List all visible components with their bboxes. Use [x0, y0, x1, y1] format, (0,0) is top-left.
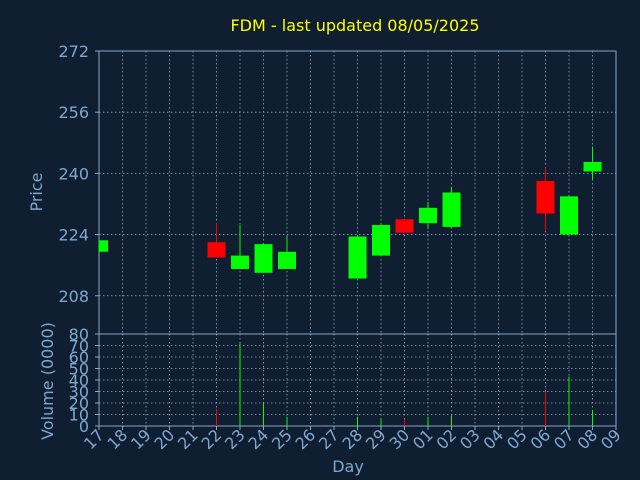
- volume-tick-label: 10: [69, 406, 89, 425]
- candle-body: [419, 207, 437, 224]
- price-panel: 208 224 240 256 272: [58, 42, 617, 335]
- volume-tick-label: 30: [69, 383, 89, 402]
- candle-07: [560, 196, 578, 235]
- volume-tick-label: 40: [69, 371, 89, 390]
- volume-tick-label: 20: [69, 394, 89, 413]
- candle-body: [395, 219, 414, 233]
- volume-axis-label: Volume (0000): [38, 322, 57, 440]
- candle-30: [395, 219, 414, 233]
- volume-tick-label: 50: [69, 360, 89, 379]
- candle-body: [207, 242, 226, 258]
- candle-body: [99, 240, 108, 252]
- candle-08: [583, 146, 602, 180]
- price-tick-label: 256: [58, 103, 89, 122]
- candle-06: [536, 167, 555, 231]
- candle-02: [442, 186, 461, 227]
- chart-title: FDM - last updated 08/05/2025: [230, 16, 479, 35]
- candle-body: [372, 225, 390, 256]
- price-tick-label: 208: [58, 287, 89, 306]
- candle-28: [348, 236, 367, 279]
- candle-17: [98, 240, 108, 252]
- volume-frame: [98, 333, 617, 427]
- candle-body: [231, 255, 249, 269]
- x-axis: 1718192021222324252627282930010203040506…: [80, 425, 625, 453]
- candle-body: [583, 161, 602, 172]
- price-tick-label: 272: [58, 42, 89, 61]
- candle-body: [536, 181, 555, 214]
- candle-body: [278, 251, 296, 269]
- candle-body: [560, 196, 578, 235]
- candle-body: [442, 192, 461, 227]
- candle-22: [207, 223, 226, 258]
- candle-01: [419, 202, 437, 229]
- candle-23: [231, 225, 249, 269]
- candle-24: [254, 244, 273, 273]
- volume-tick-label: 70: [69, 337, 89, 356]
- volume-tick-label: 60: [69, 348, 89, 367]
- price-axis-label: Price: [27, 172, 46, 211]
- volume-tick-label: 0: [79, 417, 89, 436]
- candle-29: [372, 223, 390, 256]
- x-axis-label: Day: [332, 457, 364, 476]
- candle-body: [348, 236, 367, 279]
- x-tick-label: 09: [597, 425, 625, 453]
- candle-body: [254, 244, 273, 273]
- price-tick-label: 224: [58, 226, 89, 245]
- candle-25: [278, 236, 296, 269]
- price-tick-label: 240: [58, 164, 89, 183]
- volume-tick-label: 80: [69, 325, 89, 344]
